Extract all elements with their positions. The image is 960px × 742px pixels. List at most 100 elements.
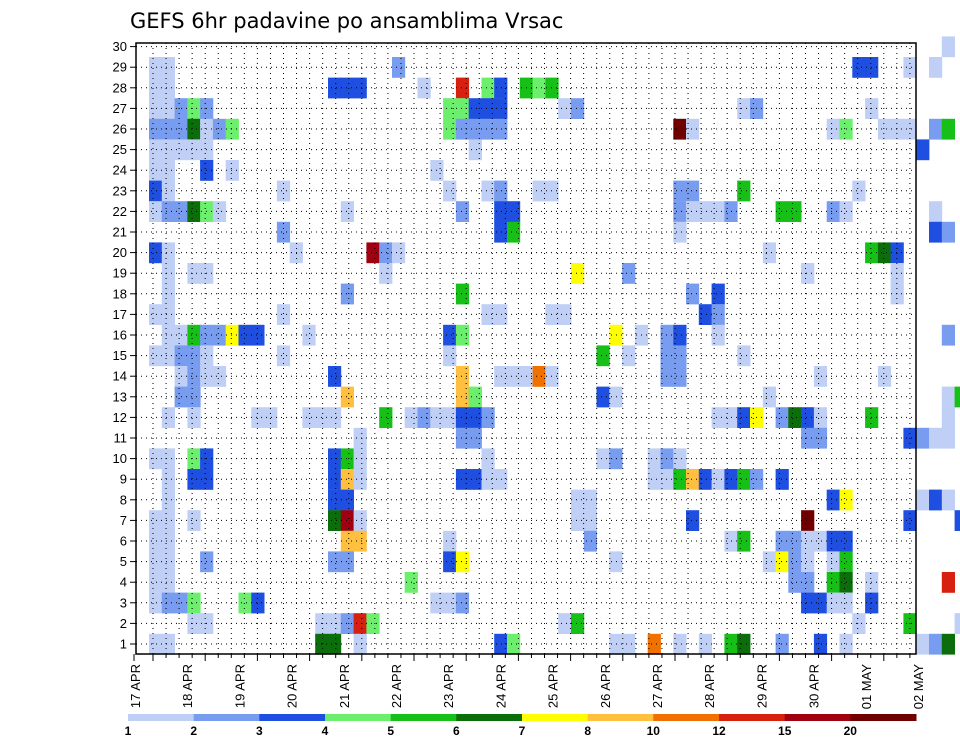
heatmap-cell: [507, 633, 521, 655]
heatmap-cell: [417, 407, 431, 428]
y-axis: 1234567891011121314151617181920212223242…: [113, 39, 136, 652]
heatmap-cell: [392, 57, 406, 78]
heatmap-cell: [801, 407, 815, 428]
heatmap-cell: [302, 407, 316, 428]
heatmap-cell: [686, 201, 700, 222]
heatmap-cell: [276, 304, 291, 325]
heatmap-cell: [238, 324, 252, 346]
heatmap-cell: [212, 201, 227, 222]
heatmap-cell: [276, 180, 291, 202]
heatmap-cell: [788, 530, 802, 552]
x-tick-label: 01 MAY: [859, 664, 874, 710]
y-tick-label: 17: [113, 307, 127, 322]
heatmap-cell: [161, 592, 175, 614]
heatmap-cell: [149, 98, 163, 119]
heatmap-cell: [775, 551, 789, 573]
heatmap-cell: [455, 283, 470, 305]
y-tick-label: 20: [113, 245, 127, 260]
x-tick-label: 27 APR: [650, 664, 665, 708]
heatmap-cell: [558, 304, 572, 325]
y-tick-label: 1: [120, 637, 127, 652]
heatmap-cell: [417, 77, 431, 99]
colorbar-swatch: [719, 714, 786, 721]
heatmap-cell: [813, 427, 828, 449]
heatmap-cell: [673, 221, 687, 243]
heatmap-cell: [737, 98, 751, 119]
x-tick-label: 25 APR: [546, 664, 561, 708]
heatmap-cell: [929, 118, 943, 140]
heatmap-cell: [468, 139, 482, 161]
heatmap-cell: [813, 633, 828, 655]
heatmap-cell: [813, 530, 828, 552]
plot-frame: [135, 42, 917, 655]
heatmap-cell: [149, 118, 163, 140]
y-tick-label: 6: [120, 534, 127, 549]
heatmap-cell: [826, 572, 840, 593]
heatmap-cell: [328, 633, 342, 655]
y-tick-label: 13: [113, 389, 127, 404]
heatmap-cell: [225, 324, 239, 346]
heatmap-cell: [698, 304, 712, 325]
heatmap-cell: [353, 510, 367, 531]
heatmap-cell: [494, 98, 508, 119]
chart-title: GEFS 6hr padavine po ansamblima Vrsac: [130, 9, 563, 33]
heatmap-cell: [161, 572, 175, 593]
heatmap-cell: [673, 366, 687, 387]
heatmap-cell: [941, 118, 955, 140]
heatmap-cell: [481, 118, 495, 140]
heatmap-cell: [340, 551, 354, 573]
colorbar-swatch: [587, 714, 654, 721]
heatmap-cell: [276, 221, 291, 243]
heatmap-cell: [161, 242, 175, 264]
heatmap-cell: [328, 551, 342, 573]
heatmap-cell: [532, 366, 546, 387]
heatmap-cell: [877, 366, 892, 387]
heatmap-cell: [187, 448, 201, 470]
heatmap-cell: [660, 469, 674, 490]
heatmap-cell: [494, 221, 508, 243]
heatmap-cell: [149, 345, 163, 367]
heatmap-cell: [571, 98, 585, 119]
y-tick-label: 28: [113, 80, 127, 95]
heatmap-cell: [340, 510, 354, 531]
heatmap-cell: [941, 221, 955, 243]
heatmap-cell: [660, 324, 674, 346]
heatmap-cell: [353, 448, 367, 470]
heatmap-cell: [558, 613, 572, 634]
heatmap-cell: [455, 98, 470, 119]
x-tick-label: 18 APR: [180, 664, 195, 708]
heatmap-cell: [507, 366, 521, 387]
heatmap-cell: [941, 633, 955, 655]
heatmap-cell: [187, 98, 201, 119]
heatmap-cell: [149, 57, 163, 78]
grid-lines: [136, 43, 916, 654]
heatmap-cell: [826, 118, 840, 140]
heatmap-cell: [647, 469, 661, 490]
heatmap-cell: [609, 386, 623, 408]
heatmap-cell: [673, 118, 687, 140]
heatmap-cell: [481, 77, 495, 99]
heatmap-cell: [494, 366, 508, 387]
heatmap-cell: [161, 201, 175, 222]
heatmap-cell: [673, 180, 687, 202]
colorbar-label: 7: [519, 724, 526, 738]
heatmap-cell: [149, 304, 163, 325]
y-tick-label: 12: [113, 410, 127, 425]
y-tick-label: 23: [113, 183, 127, 198]
colorbar-label: 12: [712, 724, 726, 738]
colorbar-swatch: [653, 714, 720, 721]
heatmap-cell: [673, 469, 687, 490]
heatmap-cell: [775, 633, 789, 655]
colorbar-swatch: [259, 714, 326, 721]
y-tick-label: 5: [120, 554, 127, 569]
heatmap-cell: [187, 345, 201, 367]
heatmap-cell: [494, 201, 508, 222]
colorbar-swatch: [456, 714, 523, 721]
heatmap-cell: [711, 324, 725, 346]
heatmap-cell: [801, 427, 815, 449]
heatmap-cell: [187, 592, 201, 614]
heatmap-cell: [813, 407, 828, 428]
heatmap-cell: [647, 448, 661, 470]
heatmap-cell: [494, 180, 508, 202]
